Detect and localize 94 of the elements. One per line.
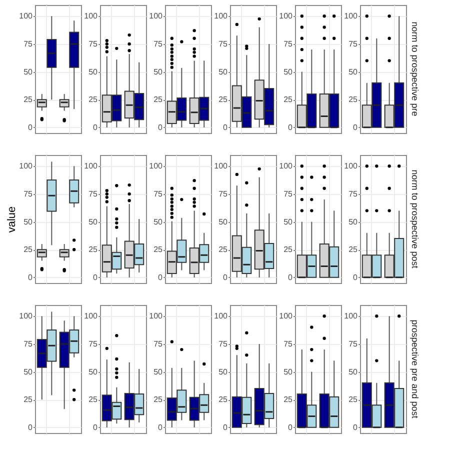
y-tick-label: 100 [279, 162, 294, 171]
y-tick-label: 50 [24, 67, 34, 76]
y-tick-label: 50 [348, 367, 358, 376]
y-axis-title: value [6, 206, 18, 233]
y-tick-label: 75 [348, 189, 358, 198]
y-tick-label: 25 [154, 245, 164, 254]
y-tick-label: 75 [88, 339, 98, 348]
y-tick-label: 0 [158, 272, 164, 282]
y-tick-label: 0 [288, 422, 294, 432]
y-tick-label: 75 [24, 39, 34, 48]
y-tick-label: 100 [149, 12, 164, 21]
y-tick-label: 25 [154, 95, 164, 104]
y-tick-label: 100 [214, 312, 228, 321]
y-tick-label: 25 [284, 95, 294, 104]
y-tick-label: 75 [154, 339, 164, 348]
y-tick-label: 75 [284, 339, 294, 348]
y-tick-label: 100 [149, 162, 164, 171]
y-tick-label: 75 [154, 189, 164, 198]
y-tick-label: 50 [284, 67, 294, 76]
y-tick-label: 0 [93, 272, 98, 282]
y-tick-label: 100 [344, 12, 358, 21]
y-tick-label: 100 [279, 12, 294, 21]
y-tick-label: 25 [218, 245, 228, 254]
y-tick-label: 50 [218, 367, 228, 376]
y-tick-label: 0 [28, 122, 34, 132]
y-tick-label: 75 [348, 339, 358, 348]
y-tick-label: 0 [288, 122, 294, 132]
y-tick-label: 50 [88, 367, 98, 376]
y-tick-label: 100 [344, 162, 358, 171]
y-tick-label: 75 [284, 39, 294, 48]
y-tick-label: 25 [24, 95, 34, 104]
y-tick-label: 75 [154, 39, 164, 48]
y-tick-label: 100 [84, 312, 98, 321]
y-tick-label: 25 [88, 395, 98, 404]
y-tick-label: 50 [88, 217, 98, 226]
y-tick-label: 50 [348, 217, 358, 226]
y-tick-label: 25 [218, 395, 228, 404]
y-tick-label: 75 [24, 339, 34, 348]
y-tick-label: 75 [218, 39, 228, 48]
y-tick-label: 50 [154, 367, 164, 376]
y-tick-label: 50 [284, 217, 294, 226]
y-tick-label: 25 [88, 95, 98, 104]
y-tick-label: 0 [28, 272, 34, 282]
y-tick-label: 0 [93, 422, 98, 432]
y2-axis-title: norm to prospective post [410, 170, 420, 269]
y2-axis-title: norm to prospective pre [410, 22, 420, 116]
y-tick-label: 25 [348, 395, 358, 404]
y-tick-label: 50 [24, 367, 34, 376]
y-tick-label: 25 [284, 245, 294, 254]
y-tick-label: 100 [19, 312, 34, 321]
y-tick-label: 25 [218, 95, 228, 104]
y-tick-label: 100 [84, 12, 98, 21]
y-tick-label: 0 [288, 272, 294, 282]
y-tick-label: 0 [158, 122, 164, 132]
y-tick-label: 0 [93, 122, 98, 132]
y-tick-label: 75 [284, 189, 294, 198]
y-tick-label: 25 [24, 395, 34, 404]
y-tick-label: 75 [24, 189, 34, 198]
y-tick-label: 0 [353, 272, 358, 282]
y-tick-label: 50 [88, 67, 98, 76]
y-tick-label: 0 [158, 422, 164, 432]
y-tick-label: 0 [28, 422, 34, 432]
y-tick-label: 75 [88, 39, 98, 48]
y-tick-label: 50 [154, 217, 164, 226]
y-tick-label: 0 [353, 122, 358, 132]
y-tick-label: 50 [348, 67, 358, 76]
y-tick-label: 25 [348, 245, 358, 254]
y-tick-label: 25 [284, 395, 294, 404]
y-tick-label: 100 [19, 12, 34, 21]
y-tick-label: 100 [19, 162, 34, 171]
y-tick-label: 25 [24, 245, 34, 254]
y-tick-label: 75 [348, 39, 358, 48]
y-tick-label: 75 [218, 189, 228, 198]
y-tick-label: 0 [353, 422, 358, 432]
y-tick-label: 100 [149, 312, 164, 321]
y-tick-label: 100 [279, 312, 294, 321]
y-tick-label: 25 [88, 245, 98, 254]
y-tick-label: 50 [154, 67, 164, 76]
y-tick-label: 100 [214, 162, 228, 171]
y-tick-label: 25 [348, 95, 358, 104]
y-tick-label: 50 [284, 367, 294, 376]
y-tick-label: 25 [154, 395, 164, 404]
y-tick-label: 0 [223, 122, 228, 132]
y-tick-label: 50 [24, 217, 34, 226]
y-tick-label: 0 [223, 422, 228, 432]
y-tick-label: 100 [344, 312, 358, 321]
y-tick-label: 0 [223, 272, 228, 282]
y-tick-label: 100 [84, 162, 98, 171]
y-tick-label: 50 [218, 217, 228, 226]
y-tick-label: 75 [88, 189, 98, 198]
y-tick-label: 75 [218, 339, 228, 348]
y-tick-label: 100 [214, 12, 228, 21]
y-tick-label: 50 [218, 67, 228, 76]
y2-axis-title: prospective pre and post [410, 320, 420, 419]
